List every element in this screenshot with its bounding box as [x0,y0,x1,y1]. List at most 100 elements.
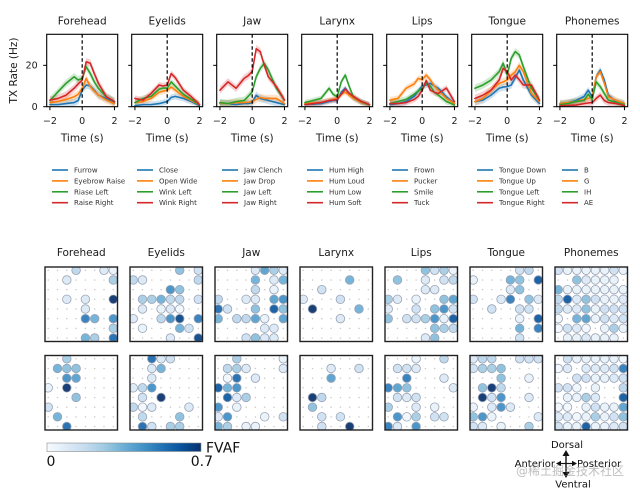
panel-title: Phonemes [564,247,619,259]
electrode-dot [236,269,238,272]
electrode-dot [415,337,417,339]
electrode-fvaf [600,323,610,334]
electrode-dot [263,425,266,428]
x-tick-label: 2 [111,116,117,127]
electrode-fvaf [439,313,449,324]
electrode-dot [197,358,200,360]
electrode-dot [311,425,314,428]
electrode-dot [481,377,484,379]
array-area [300,267,373,342]
electrode-dot [93,406,96,408]
electrode-fvaf [581,284,591,295]
electrode-dot [509,416,512,418]
electrode-dot [339,308,342,310]
electrode-fvaf [345,275,355,285]
electrode-dot [254,358,257,360]
electrode-fvaf [524,355,534,364]
electrode-fvaf [147,383,157,393]
electrode-fvaf [385,294,393,305]
electrode-dot [93,416,96,418]
electrode-dot [112,377,115,379]
electrode-fvaf [581,363,591,374]
electrode-dot [302,416,304,418]
electrode-dot [103,396,105,399]
electrode-dot [197,377,200,379]
electrode-dot [406,298,408,301]
electrode-fvaf [392,421,403,430]
electrode-fvaf [590,421,601,430]
series-line-raise-right [49,61,116,103]
electrode-fvaf [130,383,138,393]
electrode-fvaf [45,402,53,412]
electrode-fvaf [300,294,308,305]
electrode-dot [367,337,370,339]
panel-title: Lips [412,16,433,28]
electrode-fvaf [174,323,185,334]
electrode-dot [188,387,190,389]
legend-label: Hum High [329,167,364,175]
electrode-dot [339,279,342,281]
electrode-fvaf [572,355,582,364]
electrode-fvaf [572,421,582,430]
electrode-fvaf [572,323,582,334]
electrode-fvaf [137,323,148,334]
electrode-dot [339,387,342,389]
electrode-dot [424,387,427,389]
electrode-fvaf [430,402,440,412]
electrode-fvaf [62,373,72,383]
electrode-fvaf [515,267,525,275]
electrode-dot [367,308,370,310]
electrode-dot [500,327,502,330]
panel-title: Eyelids [148,247,185,259]
electrode-fvaf [130,313,138,324]
electrode-dot [273,387,275,389]
electrode-fvaf [147,294,157,305]
electrode-dot [537,425,540,428]
electrode-dot [151,337,153,339]
electrode-dot [528,337,530,339]
electrode-dot [217,269,219,272]
electrode-dot [197,327,200,330]
legend-phonemes: BG IH AE [562,167,593,207]
electrode-fvaf [62,383,72,393]
electrode-dot [197,416,200,418]
electrode-fvaf [496,383,506,393]
electrode-dot [339,406,342,408]
electrode-fvaf [222,373,233,383]
electrode-dot [282,377,285,379]
electrode-fvaf [232,392,242,403]
legend-lips: Frown Pucker Smile Tuck [392,167,437,207]
legend-item: Hum High [307,167,364,175]
electrode-dot [103,288,105,291]
electrode-fvaf [600,402,610,412]
y-tick-label: 20 [26,61,38,72]
electrode-fvaf [487,383,497,393]
electrode-dot [169,416,172,418]
electrode-dot [330,288,332,291]
colorbar-min-label: 0 [47,454,56,470]
electrode-fvaf [137,412,148,422]
electrode-fvaf [439,267,449,275]
electrode-dot [254,367,257,370]
electrode-fvaf [448,275,458,285]
electrode-dot [367,425,370,428]
electrode-fvaf [581,412,591,422]
legend-item: AE [562,199,593,207]
electrode-dot [406,279,408,281]
electrode-dot [56,377,59,379]
electrode-dot [169,387,172,389]
electrode-fvaf [600,412,610,422]
electrode-fvaf [402,363,412,374]
electrode-dot [433,298,436,301]
confidence-band-raise-right [49,58,115,106]
electrode-dot [56,387,59,389]
electrode-dot [75,279,77,281]
electrode-panel-larynx: Larynx [299,247,374,431]
plot-area [559,66,626,107]
electrode-fvaf [609,421,619,430]
electrode-dot [103,387,105,389]
electrode-fvaf [590,284,601,295]
electrode-dot [348,337,351,339]
array-frame [299,354,374,431]
electrode-dot [509,387,512,389]
